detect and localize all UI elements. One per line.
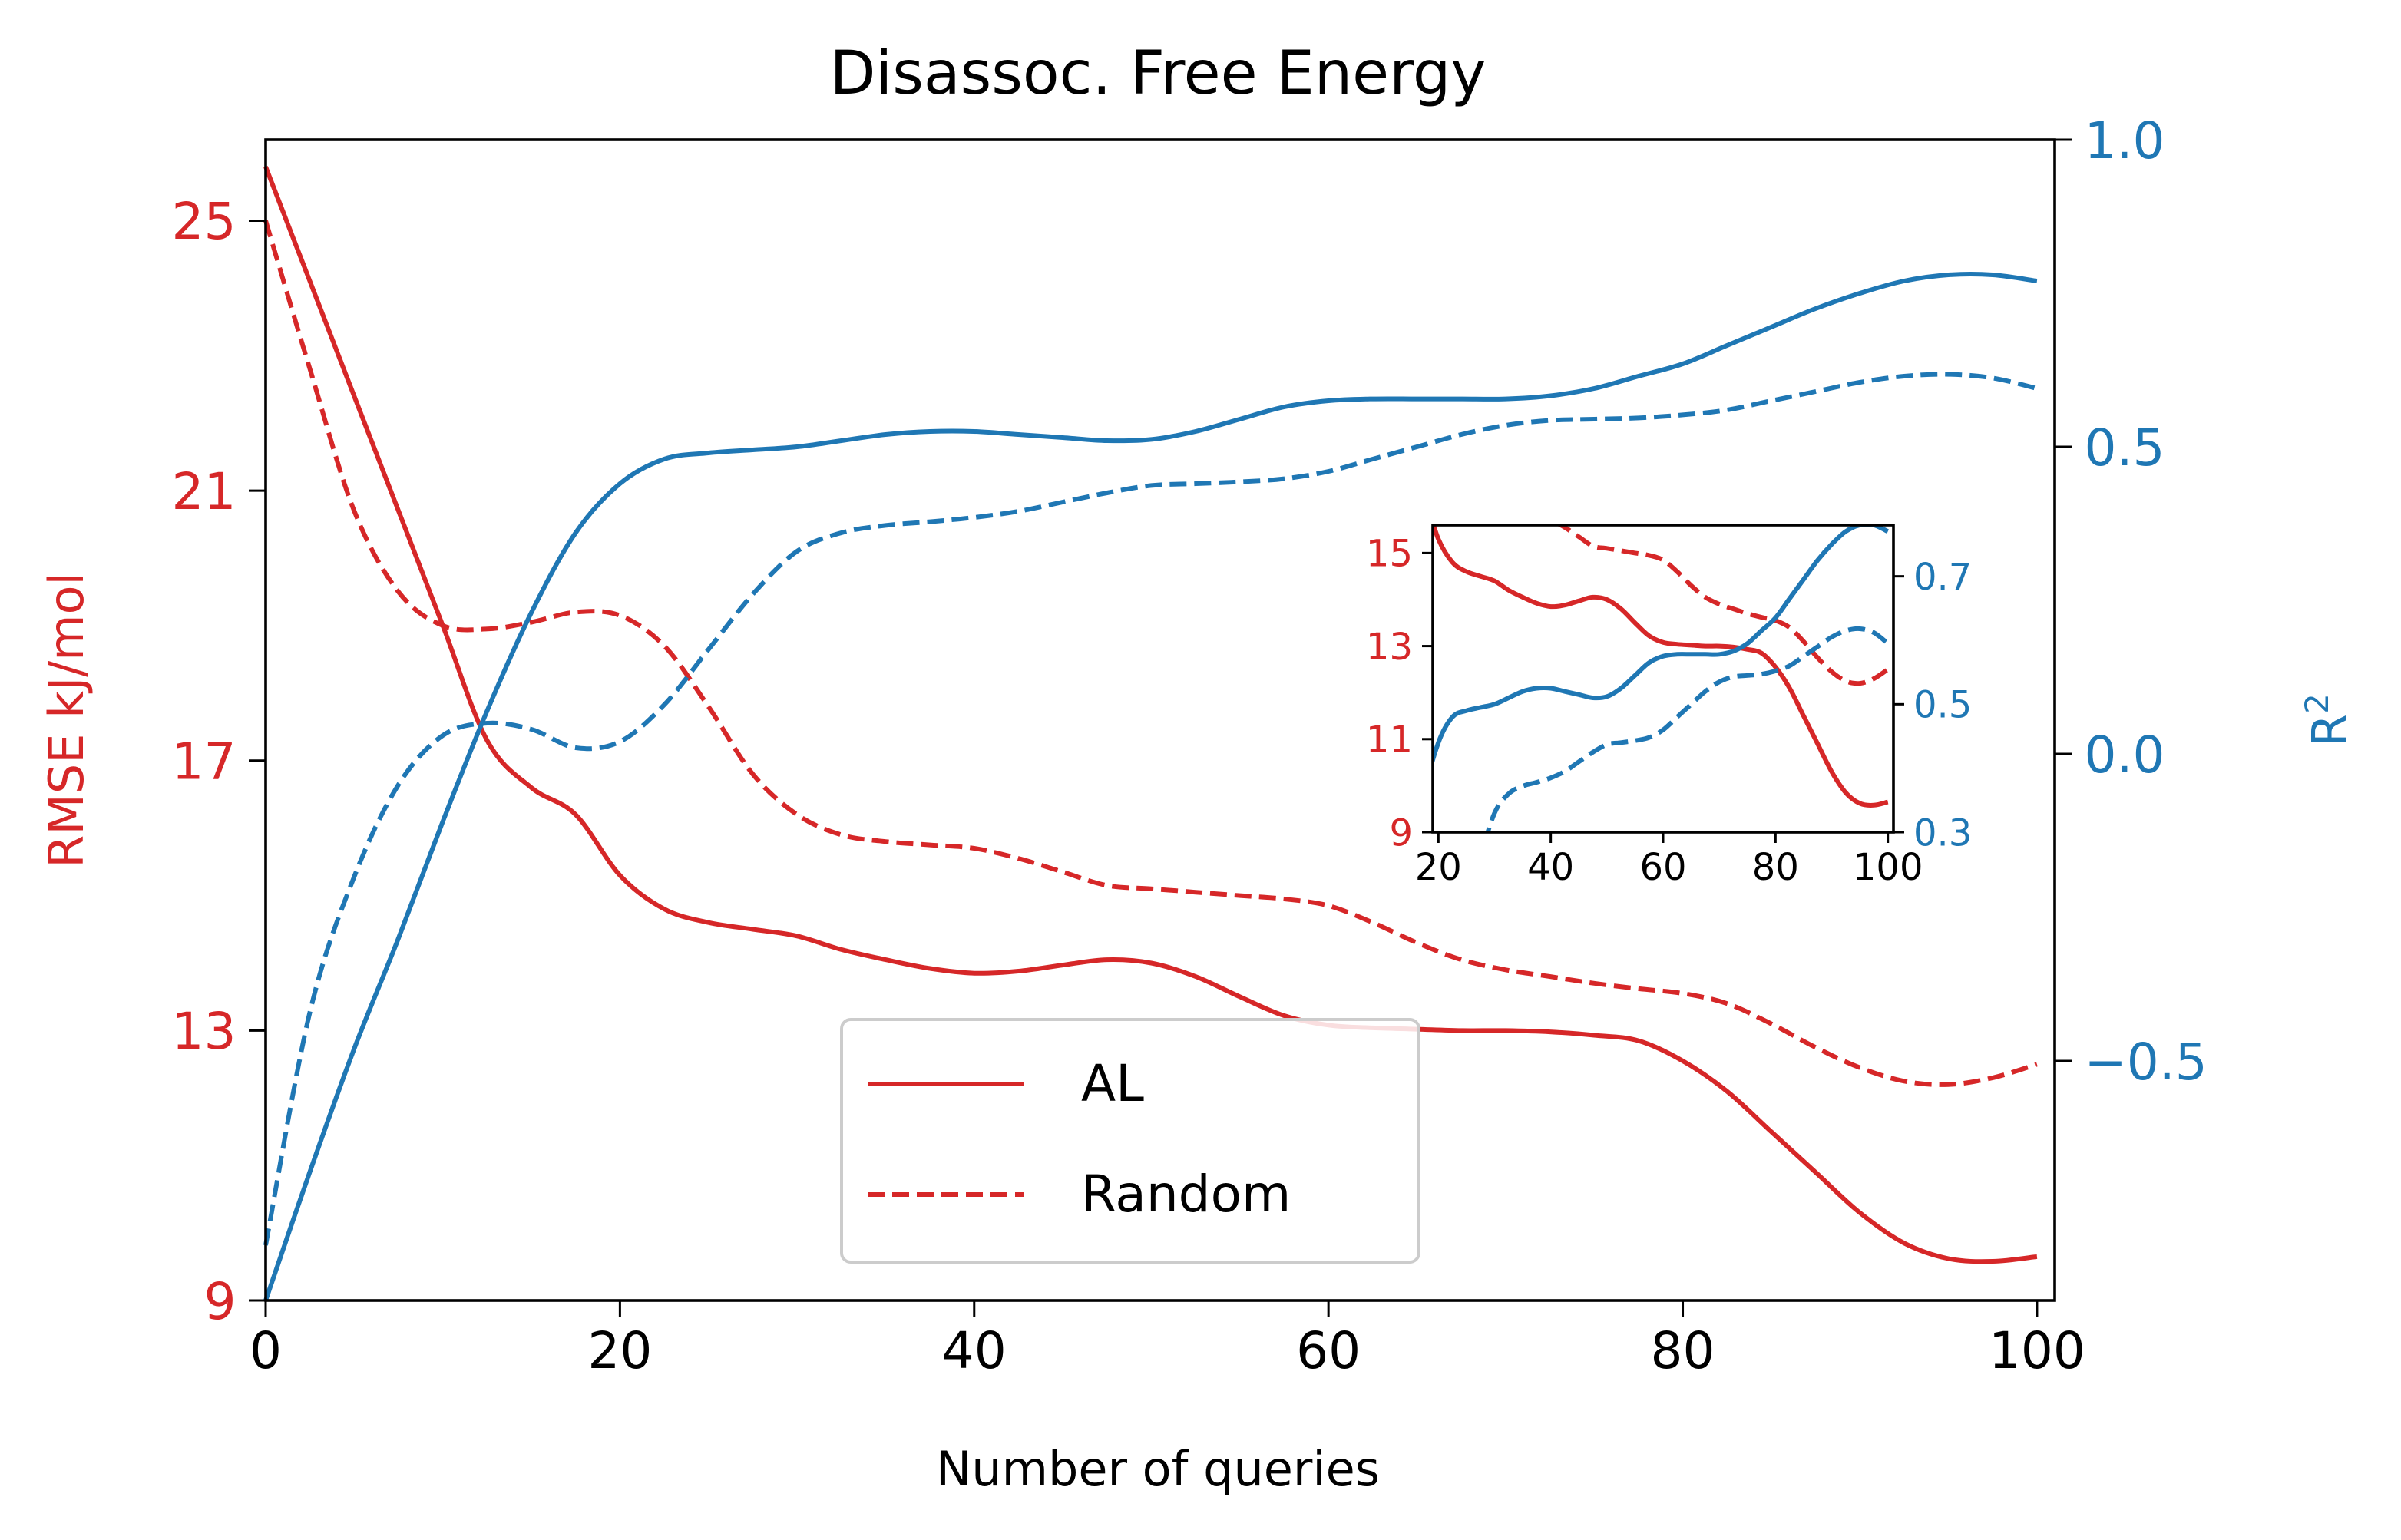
- main-x-tick-label: 0: [250, 1321, 282, 1380]
- inset-series-group: [1433, 525, 1890, 832]
- main-frame: [264, 138, 2056, 1302]
- inset-line-al-r2: [1433, 525, 1890, 768]
- main-x-tick-label: 80: [1651, 1321, 1715, 1380]
- main-line-random-rmse: [263, 220, 2038, 1087]
- inset-line-random-r2: [1485, 626, 1890, 832]
- main-x-tick-label: 40: [942, 1321, 1007, 1380]
- left-y-axis-label: RMSE kJ/mol: [38, 572, 94, 867]
- main-left-tick-label: 17: [172, 732, 236, 791]
- chart-title: Disassoc. Free Energy: [829, 39, 1486, 108]
- inset-background: [1433, 525, 1893, 832]
- main-left-tick-label: 9: [204, 1272, 236, 1331]
- inset-left-tick-label: 11: [1366, 719, 1413, 762]
- right-y-axis-label-base: R: [2302, 714, 2358, 747]
- inset-right-tick-label: 0.3: [1913, 811, 1972, 854]
- main-left-tick-label: 13: [172, 1002, 236, 1061]
- inset-x-tick-label: 100: [1853, 846, 1923, 889]
- main-series-group: [263, 166, 2038, 1301]
- inset-left-tick-label: 13: [1366, 626, 1413, 669]
- inset-right-tick-label: 0.5: [1913, 684, 1972, 727]
- right-y-axis-label: R2: [2298, 693, 2358, 747]
- main-left-tick-label: 21: [172, 462, 236, 521]
- inset-x-tick-label: 60: [1639, 846, 1686, 889]
- main-line-random-r2: [263, 372, 2038, 1246]
- main-x-tick-label: 100: [1989, 1321, 2085, 1380]
- main-right-tick-label: 0.0: [2085, 725, 2165, 785]
- main-plot-area: 0 20 40 60 80 100 9 13 17 21 25 −0.5 0.0 0.5 1.0: [172, 111, 2208, 1380]
- main-right-tick-label: 0.5: [2085, 418, 2165, 478]
- main-x-tick-label: 20: [587, 1321, 652, 1380]
- right-y-axis-label-superscript: 2: [2298, 693, 2336, 714]
- inset-x-tick-label: 80: [1752, 846, 1799, 889]
- main-x-tick-label: 60: [1296, 1321, 1361, 1380]
- inset-line-al-rmse: [1433, 525, 1889, 808]
- inset-plot-area: 20 40 60 80 100 9 11 13 15 0.3 0.5 0.7: [1366, 524, 1972, 889]
- legend-label-al: AL: [1081, 1054, 1144, 1113]
- inset-left-tick-label: 15: [1366, 533, 1413, 576]
- main-right-tick-label: 1.0: [2085, 111, 2165, 170]
- inset-x-tick-label: 40: [1527, 846, 1574, 889]
- inset-x-tick-label: 20: [1415, 846, 1462, 889]
- inset-right-tick-label: 0.7: [1913, 556, 1972, 599]
- x-axis-label: Number of queries: [936, 1441, 1380, 1497]
- main-right-tick-label: −0.5: [2085, 1033, 2208, 1092]
- legend-label-random: Random: [1081, 1165, 1291, 1224]
- inset-left-tick-label: 9: [1389, 811, 1413, 854]
- main-line-al-r2: [263, 272, 2038, 1301]
- main-line-al-rmse: [263, 166, 2038, 1264]
- inset-line-random-rmse: [1556, 525, 1890, 686]
- legend: AL Random: [840, 1018, 1420, 1264]
- main-left-tick-label: 25: [172, 192, 236, 251]
- legend-box: [840, 1018, 1420, 1264]
